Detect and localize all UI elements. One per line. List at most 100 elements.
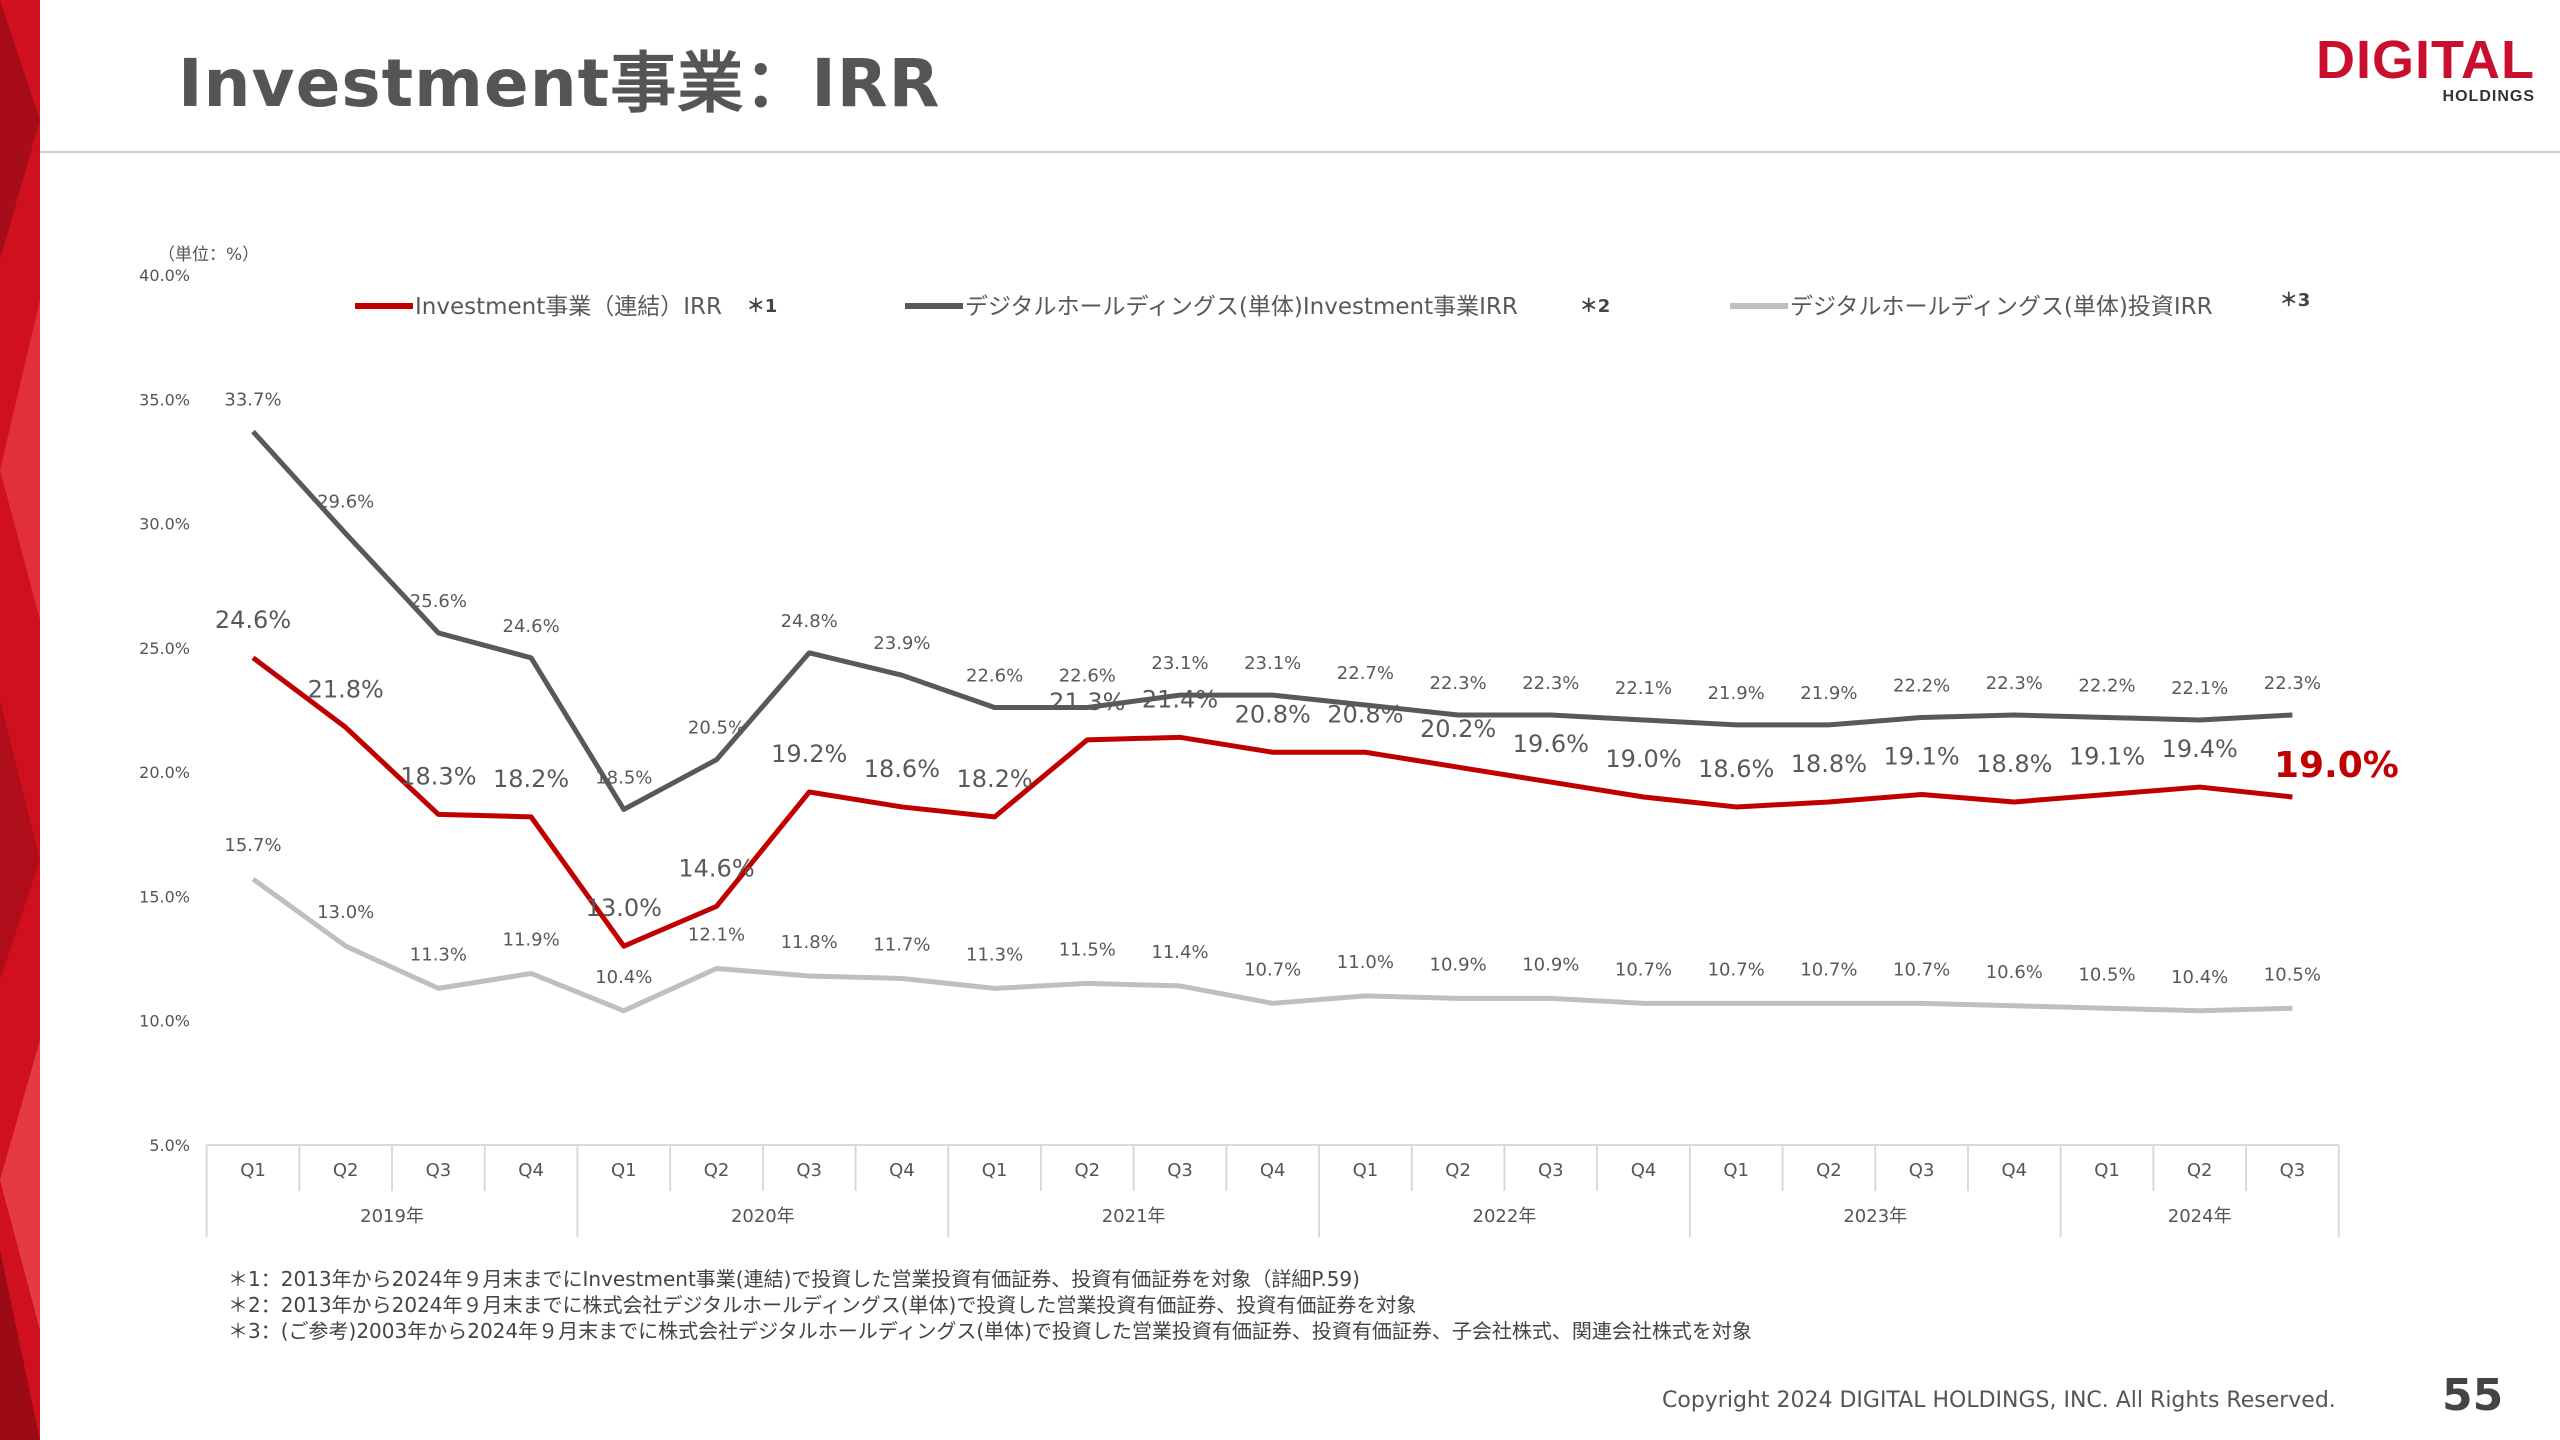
- data-label: 11.7%: [873, 934, 930, 955]
- copyright-text: Copyright 2024 DIGITAL HOLDINGS, INC. Al…: [1662, 1388, 2336, 1413]
- series-line-1: [251, 655, 2293, 949]
- y-tick-label: 20.0%: [139, 763, 190, 782]
- data-label: 10.7%: [1708, 959, 1765, 980]
- data-label: 10.7%: [1615, 959, 1672, 980]
- data-label: 18.5%: [595, 767, 652, 788]
- footnote-1: ＊1：2013年から2024年９月末までにInvestment事業(連結)で投資…: [228, 1267, 1360, 1291]
- data-label: 21.3%: [1049, 688, 1125, 716]
- data-label: 19.1%: [1883, 743, 1959, 771]
- data-label: 22.1%: [2171, 678, 2228, 699]
- x-tick-label: Q4: [2001, 1160, 2027, 1181]
- data-label: 19.2%: [771, 740, 847, 768]
- irr-line-chart: （単位：%）40.0% 35.0% 30.0% 25.0% 20.0% 15.0% 10.0…: [139, 245, 2399, 1237]
- legend-label-2: デジタルホールディングス(単体)Investment事業IRR: [965, 294, 1518, 320]
- data-label: 11.8%: [781, 932, 838, 953]
- data-label: 21.8%: [308, 675, 384, 703]
- data-label: 21.9%: [1708, 683, 1765, 704]
- x-tick-label: Q2: [1445, 1160, 1471, 1181]
- x-tick-label: Q2: [1816, 1160, 1842, 1181]
- data-label: 22.1%: [1615, 678, 1672, 699]
- x-tick-label: Q4: [889, 1160, 915, 1181]
- data-label: 10.7%: [1800, 959, 1857, 980]
- data-label: 19.1%: [2069, 743, 2145, 771]
- series-line-3: [251, 877, 2293, 1014]
- x-tick-label: Q3: [2280, 1160, 2306, 1181]
- x-year-label: 2024年: [2168, 1206, 2232, 1227]
- legend-label-3: デジタルホールディングス(単体)投資IRR: [1790, 294, 2213, 320]
- data-label-highlight: 19.0%: [2274, 745, 2399, 786]
- data-label: 22.6%: [1059, 666, 1116, 687]
- logo-wordmark: DIGITAL: [2316, 30, 2535, 90]
- data-label: 18.2%: [956, 765, 1032, 793]
- data-label: 10.4%: [2171, 967, 2228, 988]
- data-label: 11.0%: [1337, 952, 1394, 973]
- x-year-label: 2020年: [731, 1206, 795, 1227]
- data-label: 19.4%: [2162, 735, 2238, 763]
- data-label: 11.5%: [1059, 939, 1116, 960]
- x-tick-label: Q2: [333, 1160, 359, 1181]
- data-label: 23.1%: [1151, 653, 1208, 674]
- x-year-label: 2023年: [1843, 1206, 1907, 1227]
- data-label: 10.7%: [1244, 959, 1301, 980]
- data-label: 10.6%: [1986, 962, 2043, 983]
- x-tick-label: Q4: [1260, 1160, 1286, 1181]
- data-label: 33.7%: [224, 390, 281, 411]
- data-label: 22.2%: [1893, 675, 1950, 696]
- page-title: Investment事業：IRR: [178, 45, 941, 122]
- footnote-2: ＊2：2013年から2024年９月末までに株式会社デジタルホールディングス(単体…: [228, 1293, 1417, 1317]
- data-label: 11.4%: [1151, 942, 1208, 963]
- data-label: 23.9%: [873, 633, 930, 654]
- y-tick-label: 15.0%: [139, 887, 190, 906]
- data-label: 11.3%: [410, 944, 467, 965]
- y-tick-label: 10.0%: [139, 1012, 190, 1031]
- data-label: 10.5%: [2264, 964, 2321, 985]
- data-label: 18.6%: [864, 755, 940, 783]
- data-label: 18.6%: [1698, 755, 1774, 783]
- legend-label-1: Investment事業（連結）IRR: [415, 294, 722, 320]
- x-tick-label: Q3: [426, 1160, 452, 1181]
- data-label: 21.4%: [1142, 685, 1218, 713]
- data-label: 29.6%: [317, 492, 374, 513]
- x-tick-label: Q4: [1631, 1160, 1657, 1181]
- data-label: 25.6%: [410, 591, 467, 612]
- data-label: 22.6%: [966, 666, 1023, 687]
- data-label: 11.9%: [503, 929, 560, 950]
- data-label: 13.0%: [317, 902, 374, 923]
- data-label: 11.3%: [966, 944, 1023, 965]
- data-label: 24.8%: [781, 611, 838, 632]
- x-tick-label: Q1: [1353, 1160, 1379, 1181]
- data-label: 20.8%: [1327, 700, 1403, 728]
- x-tick-label: Q3: [1538, 1160, 1564, 1181]
- x-tick-label: Q1: [611, 1160, 637, 1181]
- data-label: 22.3%: [1522, 673, 1579, 694]
- y-tick-label: 30.0%: [139, 515, 190, 534]
- x-tick-label: Q1: [1723, 1160, 1749, 1181]
- y-tick-label: 35.0%: [139, 390, 190, 409]
- data-label: 18.2%: [493, 765, 569, 793]
- x-tick-label: Q3: [1167, 1160, 1193, 1181]
- company-logo: DIGITAL HOLDINGS: [2290, 30, 2535, 110]
- data-label: 13.0%: [586, 894, 662, 922]
- data-label: 20.8%: [1235, 700, 1311, 728]
- data-label: 20.2%: [1420, 715, 1496, 743]
- x-tick-label: Q3: [1909, 1160, 1935, 1181]
- data-label: 22.3%: [2264, 673, 2321, 694]
- data-label: 21.9%: [1800, 683, 1857, 704]
- x-tick-label: Q2: [704, 1160, 730, 1181]
- y-tick-label: 40.0%: [139, 266, 190, 285]
- y-tick-label: 25.0%: [139, 639, 190, 658]
- data-label: 15.7%: [224, 835, 281, 856]
- x-tick-label: Q2: [2187, 1160, 2213, 1181]
- x-tick-label: Q1: [2094, 1160, 2120, 1181]
- legend-note-mark-3: ＊3: [2280, 290, 2311, 311]
- y-axis-unit-label: （単位：%）: [158, 245, 259, 265]
- data-label: 10.9%: [1522, 954, 1579, 975]
- x-tick-label: Q1: [240, 1160, 266, 1181]
- data-label: 22.3%: [1986, 673, 2043, 694]
- legend-note-mark-2: ＊2: [1580, 296, 1611, 317]
- legend-note-mark-1: ＊1: [747, 296, 778, 317]
- x-tick-label: Q3: [796, 1160, 822, 1181]
- footnotes: ＊1：2013年から2024年９月末までにInvestment事業(連結)で投資…: [228, 1266, 1752, 1344]
- logo-subtitle: HOLDINGS: [2442, 88, 2535, 105]
- x-tick-label: Q1: [982, 1160, 1008, 1181]
